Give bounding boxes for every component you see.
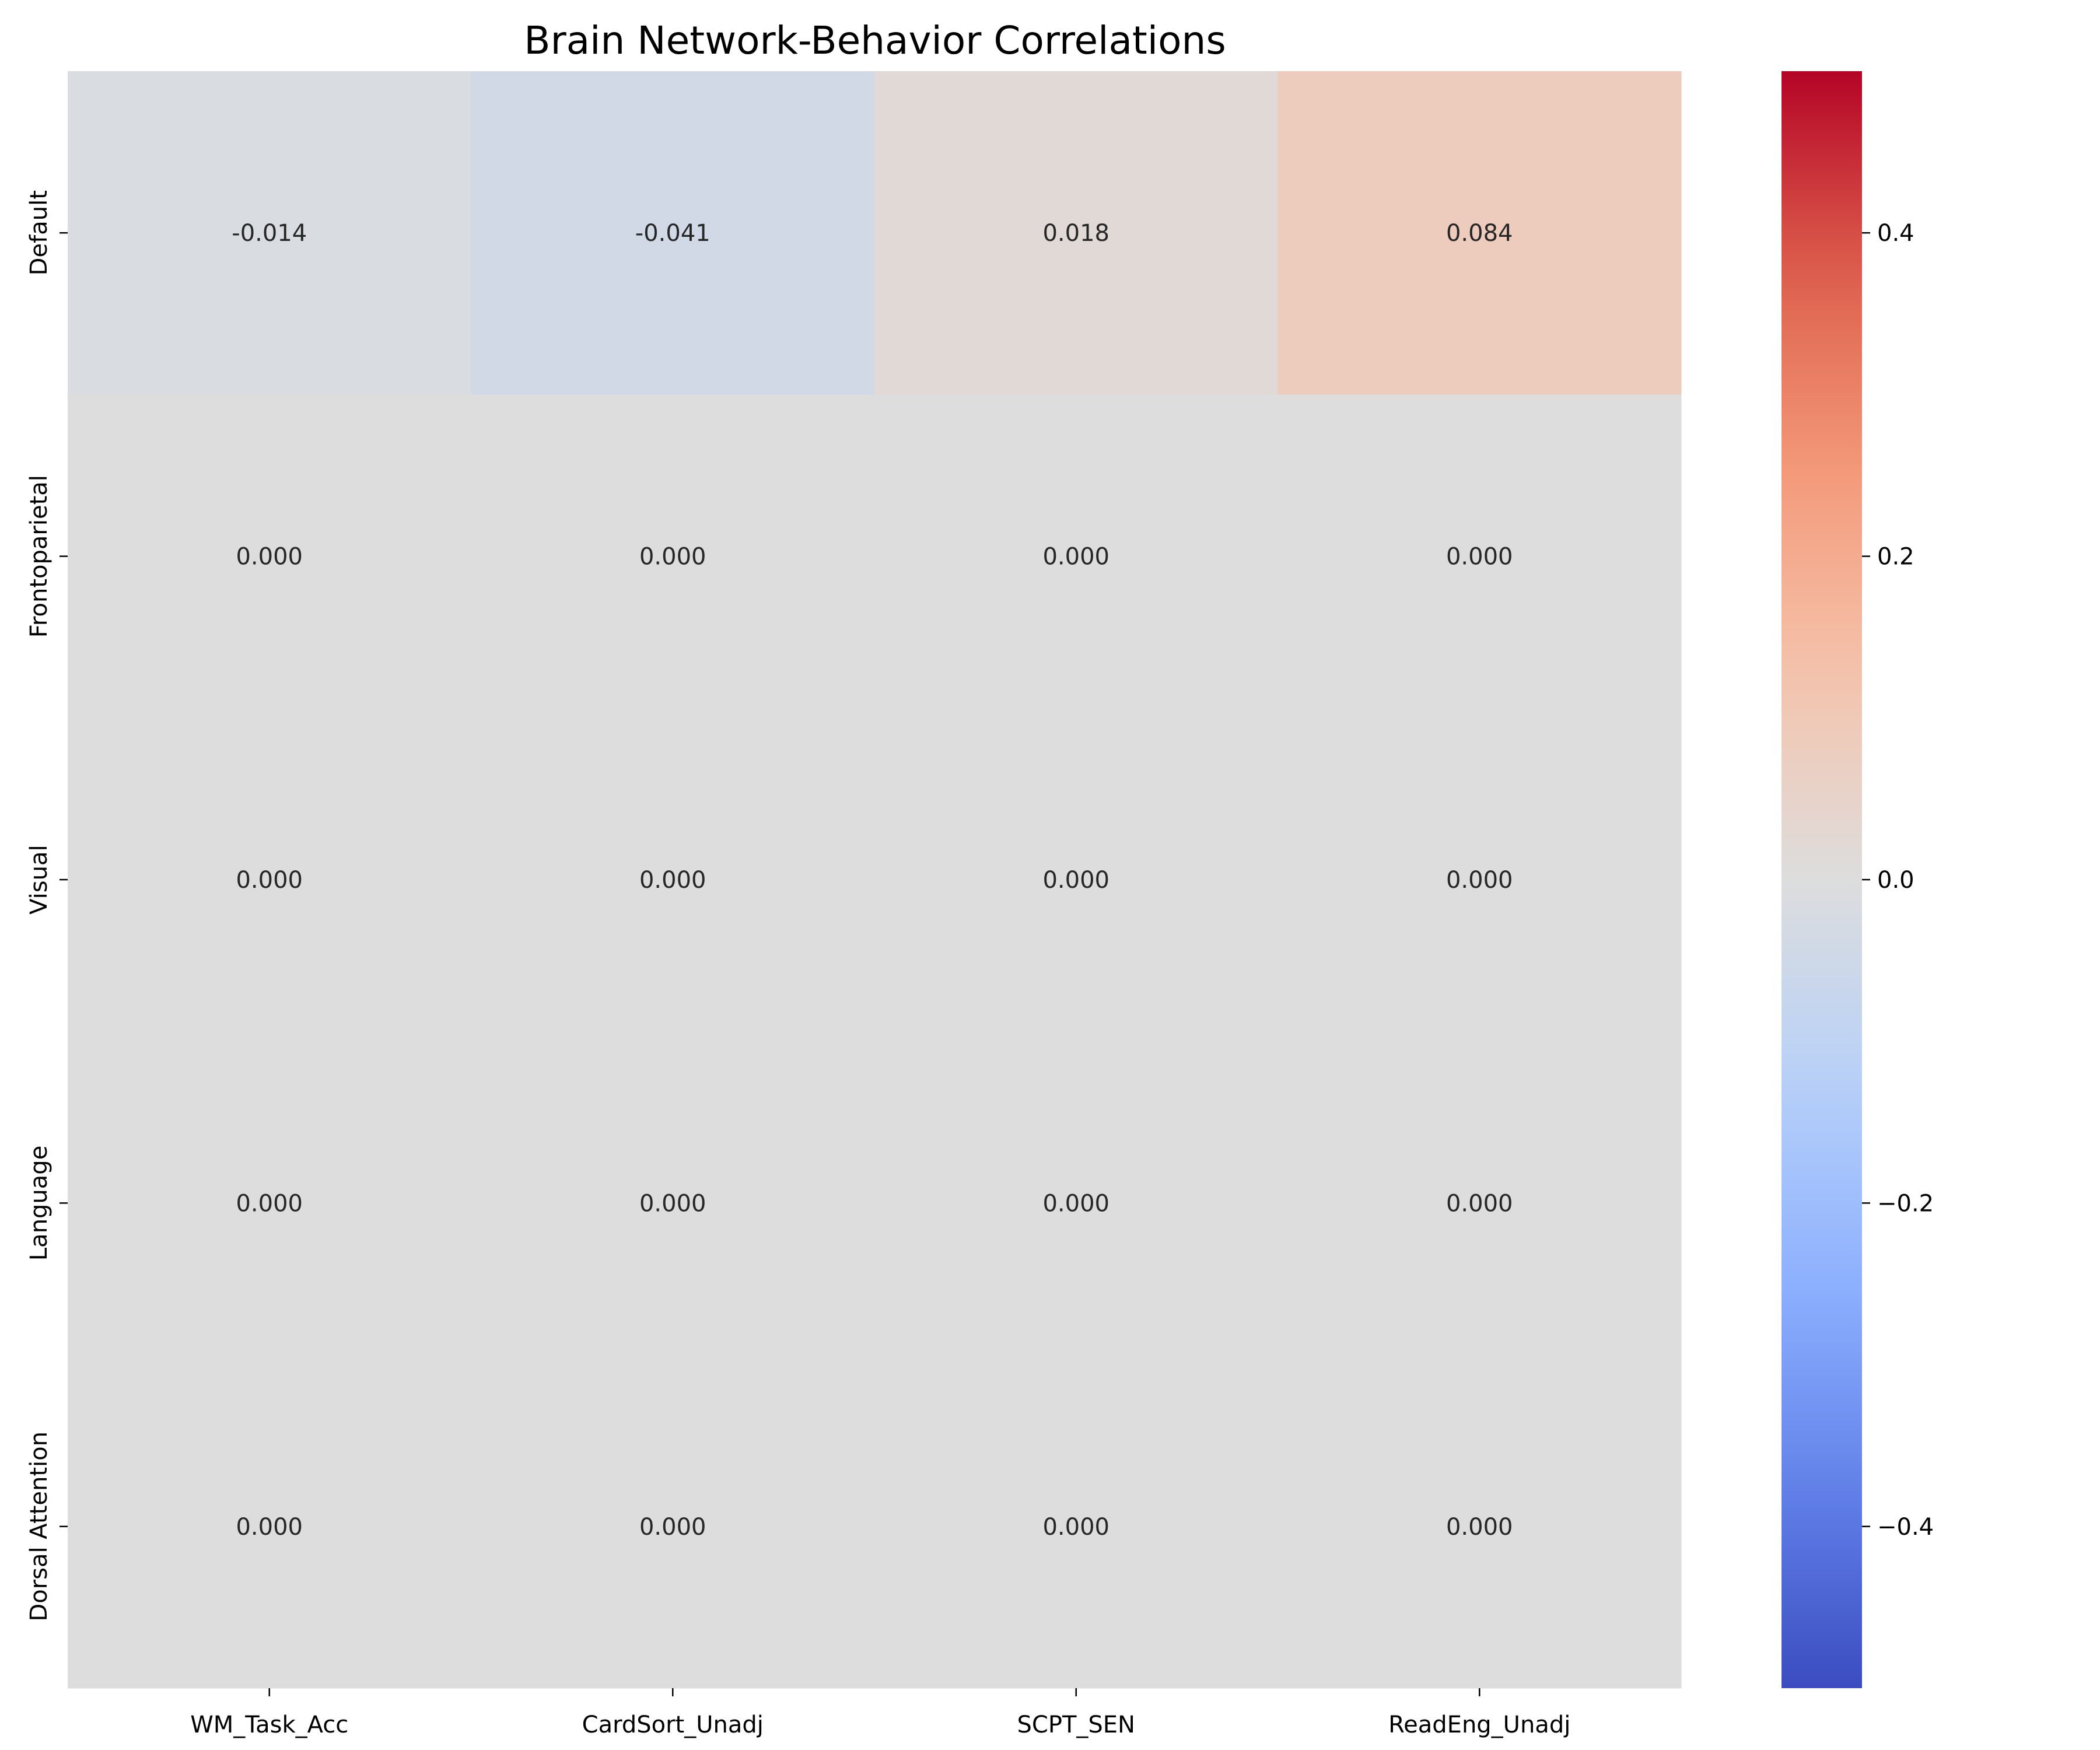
heatmap-cell (68, 1041, 471, 1366)
cell-value-label: -0.041 (635, 220, 710, 247)
heatmap-cell (874, 1364, 1278, 1689)
heatmap-cells (68, 71, 1682, 1689)
colorbar-ticks: 0.4 0.2 0.0 −0.2 −0.4 (1862, 220, 1934, 1541)
chart-title: Brain Network-Behavior Correlations (524, 18, 1226, 63)
heatmap-cell (471, 1364, 875, 1689)
heatmap-cell (1278, 1364, 1682, 1689)
colorbar-gradient (1782, 71, 1862, 1688)
cell-value-label: 0.000 (1042, 544, 1110, 570)
cell-value-label: 0.000 (639, 1514, 706, 1541)
cell-value-label: 0.000 (1042, 867, 1110, 894)
heatmap-cell (1278, 718, 1682, 1042)
cell-value-label: 0.000 (236, 867, 303, 894)
cell-value-label: 0.000 (1446, 1514, 1513, 1541)
heatmap-cell (874, 1041, 1278, 1366)
cell-value-label: 0.000 (1446, 1190, 1513, 1217)
heatmap-cell (471, 1041, 875, 1366)
heatmap-cell (1278, 394, 1682, 719)
heatmap-cell (68, 71, 471, 395)
cell-value-label: 0.000 (1446, 544, 1513, 570)
colorbar-tick-label: −0.4 (1877, 1514, 1934, 1541)
cell-value-label: -0.014 (232, 220, 307, 247)
heatmap-cell (1278, 1041, 1682, 1366)
cell-value-label: 0.000 (639, 867, 706, 894)
y-axis: Default Frontoparietal Visual Language Dorsa… (26, 190, 68, 1622)
x-tick-label: SCPT_SEN (1017, 1712, 1135, 1738)
cell-value-label: 0.000 (1042, 1514, 1110, 1541)
y-tick-label: Dorsal Attention (26, 1432, 52, 1622)
x-tick-label: CardSort_Unadj (582, 1712, 764, 1738)
heatmap-cell (471, 718, 875, 1042)
colorbar (1782, 71, 1862, 1688)
y-tick-label: Frontoparietal (26, 475, 52, 638)
colorbar-tick-label: −0.2 (1877, 1190, 1934, 1217)
y-tick-label: Visual (26, 845, 52, 914)
heatmap-cell (874, 718, 1278, 1042)
cell-value-label: 0.000 (236, 1190, 303, 1217)
x-tick-label: WM_Task_Acc (190, 1712, 348, 1738)
cell-value-label: 0.000 (236, 544, 303, 570)
cell-value-label: 0.000 (236, 1514, 303, 1541)
x-axis: WM_Task_Acc CardSort_Unadj SCPT_SEN ReadEng… (190, 1688, 1570, 1738)
cell-value-label: 0.018 (1042, 220, 1110, 247)
colorbar-tick-label: 0.0 (1877, 867, 1915, 894)
heatmap-cell (68, 394, 471, 719)
cell-value-label: 0.000 (639, 1190, 706, 1217)
cell-value-label: 0.000 (1446, 867, 1513, 894)
colorbar-tick-label: 0.2 (1877, 544, 1915, 570)
y-tick-label: Default (26, 190, 52, 275)
heatmap-cell (68, 718, 471, 1042)
y-tick-label: Language (26, 1146, 52, 1261)
x-tick-label: ReadEng_Unadj (1388, 1712, 1570, 1738)
cell-value-label: 0.000 (1042, 1190, 1110, 1217)
cell-value-label: 0.084 (1446, 220, 1513, 247)
heatmap-cell (874, 394, 1278, 719)
heatmap-cell (471, 71, 875, 395)
heatmap-cell (1278, 71, 1682, 395)
heatmap-cell-labels: -0.014 -0.041 0.018 0.084 0.000 0.000 0.000 0.0… (232, 220, 1513, 1541)
heatmap-cell (68, 1364, 471, 1689)
cell-value-label: 0.000 (639, 544, 706, 570)
heatmap-cell (874, 71, 1278, 395)
heatmap-cell (471, 394, 875, 719)
colorbar-tick-label: 0.4 (1877, 220, 1915, 247)
